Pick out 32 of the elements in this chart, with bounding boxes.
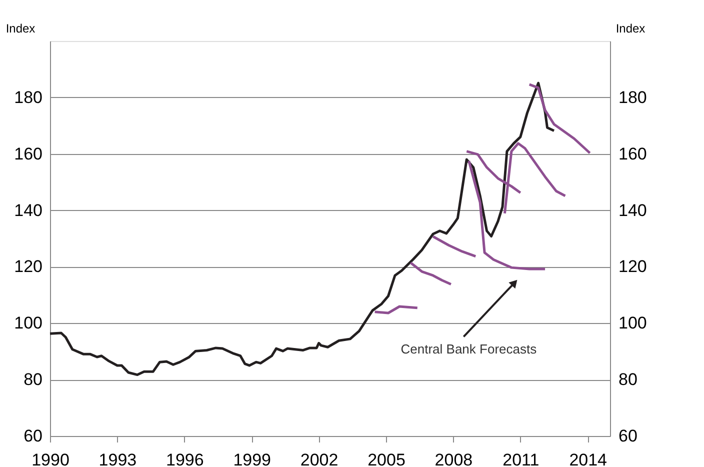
y-tick-label: 60 [24, 426, 42, 446]
y2-tick-label: 80 [618, 370, 638, 390]
y-tick-label: 140 [14, 200, 42, 220]
line-series [528, 83, 592, 154]
x-tick-label: 2008 [434, 450, 473, 467]
y2-axis-title: Index [616, 22, 646, 36]
line-series [374, 305, 419, 314]
y2-tick-label: 60 [618, 426, 638, 446]
line-series [48, 82, 556, 376]
y2-tick-label: 180 [618, 88, 647, 107]
line-series [409, 262, 452, 286]
x-tick-label: 1999 [233, 450, 272, 467]
y2-tick-label: 160 [618, 144, 647, 164]
x-tick-label: 1990 [32, 450, 70, 467]
x-tick-label: 2011 [502, 450, 540, 467]
y2-tick-label: 100 [618, 314, 647, 333]
y2-tick-label: 120 [618, 257, 647, 276]
y-axis-title: Index [6, 22, 36, 36]
line-series [432, 235, 477, 258]
y-tick-label: 80 [24, 370, 42, 390]
y-tick-label: 160 [14, 144, 42, 164]
x-tick-label: 2002 [300, 450, 338, 467]
x-tick-label: 1993 [98, 450, 137, 467]
y2-tick-label: 140 [618, 200, 647, 220]
y-tick-label: 120 [14, 257, 42, 276]
line-series [468, 160, 546, 270]
annotation: Central Bank Forecasts [400, 342, 538, 357]
x-tick-label: 1996 [166, 450, 204, 467]
y-tick-label: 100 [14, 314, 42, 333]
y-tick-label: 180 [14, 88, 42, 107]
x-tick-label: 2014 [569, 450, 608, 467]
x-tick-label: 2005 [368, 450, 406, 467]
